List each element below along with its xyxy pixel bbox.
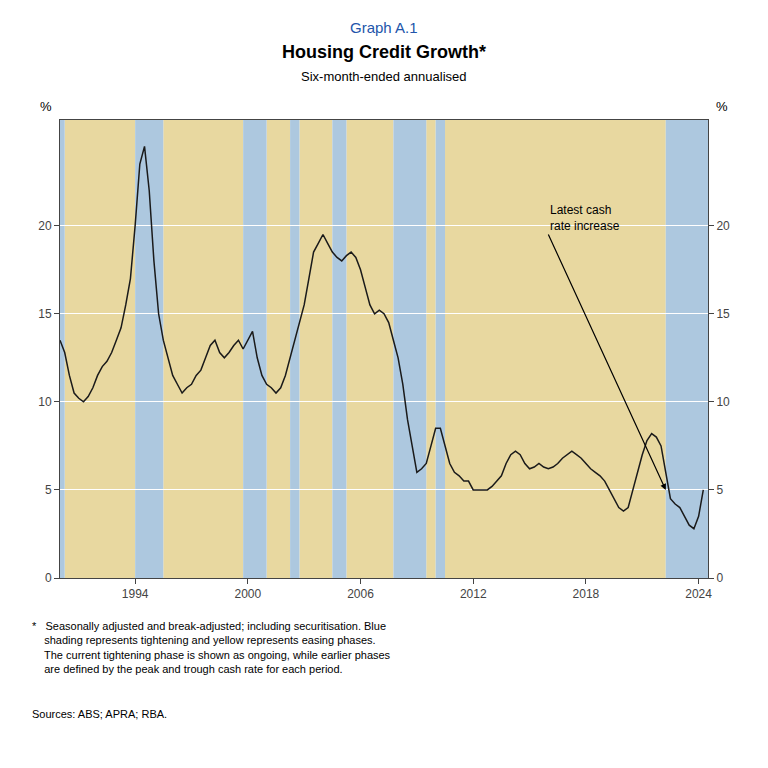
svg-text:15: 15 [716,307,730,321]
svg-text:20: 20 [716,219,730,233]
svg-text:Housing Credit Growth*: Housing Credit Growth* [282,42,486,62]
svg-text:2000: 2000 [234,587,261,601]
svg-text:Latest cashrate increase: Latest cashrate increase [550,203,620,233]
svg-text:Sources: ABS; APRA; RBA.: Sources: ABS; APRA; RBA. [32,708,167,720]
svg-text:%: % [716,99,728,114]
svg-text:%: % [40,99,52,114]
svg-text:2012: 2012 [460,587,487,601]
svg-text:5: 5 [45,483,52,497]
svg-text:10: 10 [716,395,730,409]
svg-text:Graph A.1: Graph A.1 [350,19,418,36]
svg-text:5: 5 [716,483,723,497]
svg-text:15: 15 [38,307,52,321]
svg-text:* Seasonally adjusted and br: * Seasonally adjusted and break-adjusted… [32,620,391,675]
svg-text:Six-month-ended annualised: Six-month-ended annualised [301,69,467,84]
svg-text:0: 0 [716,571,723,585]
svg-text:2006: 2006 [347,587,374,601]
svg-text:1994: 1994 [122,587,149,601]
svg-text:2018: 2018 [573,587,600,601]
svg-text:10: 10 [38,395,52,409]
svg-text:2024: 2024 [685,587,712,601]
svg-text:0: 0 [45,571,52,585]
svg-text:20: 20 [38,219,52,233]
